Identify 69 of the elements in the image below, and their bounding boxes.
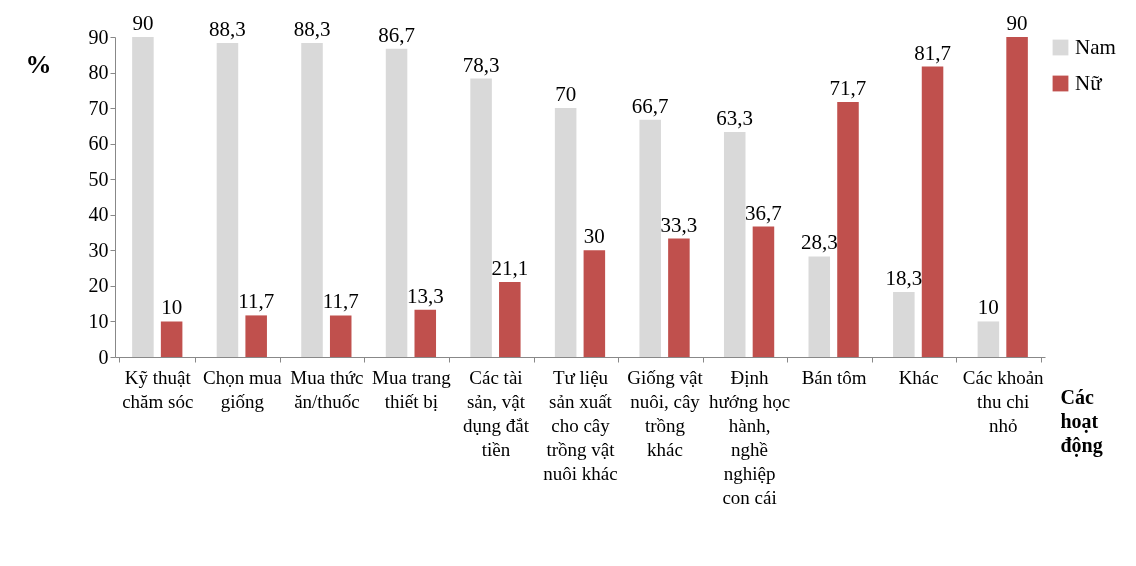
x-tick-label: Mua thức ăn/thuốc [290,366,364,412]
x-tick-label: Chọn mua giống [203,366,283,412]
data-label: 11,7 [238,289,275,314]
bar [977,321,1000,357]
x-tick-label: Mua trang thiết bị [372,366,452,412]
y-tick-label: 70 [88,96,109,119]
data-label: 66,7 [631,93,669,118]
bar [639,119,661,357]
data-label: 18,3 [885,265,923,290]
data-label: 88,3 [209,17,246,42]
x-tick-label: Bán tôm [801,366,867,388]
data-label: 21,1 [491,255,529,280]
x-tick-label: Tư liệu sản xuất cho cây trồng vật nuôi khác [543,366,618,484]
data-label: 86,7 [378,22,415,47]
bar [808,256,831,357]
y-tick-label: 30 [88,238,109,261]
y-tick-label: 80 [88,61,109,84]
data-label: 10 [161,295,183,320]
bar [132,37,154,357]
bar [752,226,775,357]
x-tick-label: Các khoản thu chi nhỏ [962,366,1045,436]
data-label: 81,7 [914,40,951,65]
data-label: 63,3 [716,105,754,130]
bar [470,78,492,357]
x-tick-label: Giống vật nuôi, cây trồng khác [627,366,704,460]
bar [1006,37,1028,357]
x-tick-label: Khác [898,366,939,388]
bar [921,66,944,357]
legend-label: Nam [1075,34,1116,59]
y-axis-title: % [25,49,52,79]
bar [414,309,437,357]
bar [837,102,859,357]
y-tick-label: 20 [88,274,109,297]
bar [583,250,606,357]
x-tick-label: Các tài sản, vật dụng đắt tiền [462,366,530,460]
data-label: 90 [1006,11,1028,35]
data-label: 78,3 [462,52,500,77]
x-axis-title: Các hoạt động [1060,385,1103,457]
data-label: 70 [555,82,577,107]
y-tick-label: 60 [88,132,109,155]
x-tick-label: Kỹ thuật chăm sóc [122,366,194,412]
bar [385,48,408,357]
bar [499,281,521,357]
bar [554,108,577,357]
y-tick-label: 90 [88,25,109,48]
x-tick-label: Định hướng học hành, nghề nghiệp con cái [709,366,791,508]
y-tick-label: 40 [88,203,109,226]
bar [668,238,690,357]
data-label: 10 [977,295,999,320]
bar [301,43,323,357]
bar [216,43,239,357]
y-tick-label: 10 [88,309,109,332]
y-tick-label: 0 [98,345,109,368]
bar [893,291,915,357]
data-label: 33,3 [660,212,698,237]
data-label: 36,7 [745,200,782,225]
bar [245,315,267,357]
data-label: 90 [132,11,154,35]
data-label: 11,7 [322,289,359,314]
y-tick-label: 50 [88,167,109,190]
data-label: 13,3 [406,283,444,308]
data-label: 88,3 [293,17,331,42]
legend-label: Nữ [1075,70,1103,95]
bar [329,315,352,357]
data-label: 28,3 [800,230,838,255]
data-label: 71,7 [829,76,867,101]
data-label: 30 [583,224,605,249]
bar [160,321,183,357]
bar [723,131,746,357]
